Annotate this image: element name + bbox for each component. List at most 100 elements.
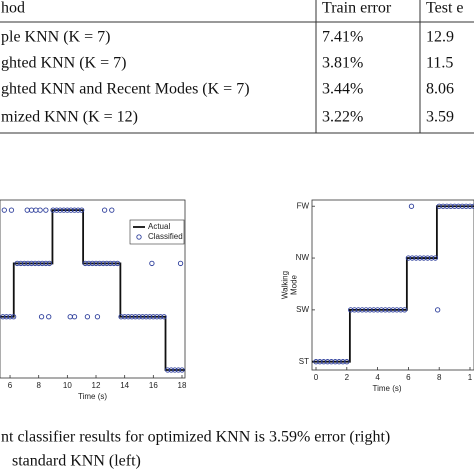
classified-point <box>428 255 435 261</box>
classified-point <box>177 260 184 267</box>
caption-line: nt classifier results for optimized KNN … <box>1 429 390 446</box>
classified-point <box>68 207 74 213</box>
classified-point <box>332 359 338 365</box>
classified-point <box>8 207 15 213</box>
classified-point <box>132 314 139 320</box>
table-cell: 3.59 <box>426 109 454 126</box>
classified-point <box>175 367 182 373</box>
x-tick-label: 8 <box>437 373 442 382</box>
table-cell: 12.9 <box>426 29 454 46</box>
classified-point <box>37 207 43 213</box>
classified-point <box>50 207 56 213</box>
classified-point <box>150 314 156 320</box>
classified-point <box>344 359 350 365</box>
classified-point <box>24 207 30 213</box>
classified-point <box>408 203 415 209</box>
classified-point <box>424 255 431 261</box>
classified-point <box>61 207 67 213</box>
table-cell: 7.41% <box>322 29 363 46</box>
classified-point <box>101 207 108 213</box>
classified-point <box>359 307 365 313</box>
classified-point <box>93 260 99 267</box>
classified-point <box>455 203 462 209</box>
classified-point <box>436 203 442 209</box>
x-tick-label: 1 <box>468 373 473 382</box>
table-cell: ghted KNN (K = 7) <box>1 55 126 72</box>
classified-point <box>157 314 164 320</box>
classified-point <box>100 260 106 267</box>
classified-point <box>432 255 438 261</box>
classified-point <box>46 260 53 267</box>
classified-point <box>53 207 60 213</box>
classified-point <box>82 260 88 267</box>
classified-point <box>179 367 185 373</box>
classified-point <box>86 260 92 267</box>
classified-point <box>401 307 408 313</box>
x-axis-label: Time (s) <box>372 384 401 393</box>
classified-point <box>374 307 381 313</box>
y-tick-label: FW <box>297 201 310 210</box>
classified-point <box>79 207 85 213</box>
classified-point <box>336 359 342 365</box>
classified-point <box>463 203 469 209</box>
caption-line: standard KNN (left) <box>12 453 141 470</box>
classified-point <box>367 307 373 313</box>
classified-point <box>409 255 415 261</box>
classified-point <box>107 260 113 267</box>
classified-point <box>104 260 110 267</box>
table-cell: 11.5 <box>426 55 453 72</box>
x-tick-label: 8 <box>36 381 41 390</box>
table-cell: mized KNN (K = 12) <box>1 109 138 126</box>
classified-point <box>84 314 91 320</box>
x-tick-label: 4 <box>375 373 380 382</box>
classified-point <box>57 207 63 213</box>
x-tick-label: 10 <box>63 381 72 390</box>
y-tick-label: SW <box>296 305 309 314</box>
table-cell: 3.44% <box>322 81 363 98</box>
legend-box <box>129 219 185 245</box>
classified-point <box>355 307 362 313</box>
classified-point <box>413 255 419 261</box>
classified-point <box>313 359 319 365</box>
y-axis-label-line: Walking <box>281 271 290 299</box>
table-cell: ghted KNN and Recent Modes (K = 7) <box>1 81 250 98</box>
classified-point <box>114 260 121 267</box>
classified-point <box>71 207 78 213</box>
classified-point <box>64 207 71 213</box>
classified-point <box>448 203 454 209</box>
classified-point <box>122 314 128 320</box>
classified-point <box>459 203 465 209</box>
table-cell: 3.81% <box>322 55 363 72</box>
classified-point <box>143 314 149 320</box>
classified-point <box>147 314 153 320</box>
classified-point <box>89 260 96 267</box>
classified-point <box>165 367 171 373</box>
x-tick-label: 0 <box>314 373 319 382</box>
classified-point <box>317 359 323 365</box>
classified-point <box>14 260 20 267</box>
table-header-cell: Train error <box>322 0 392 17</box>
table-header-cell: hod <box>1 0 25 17</box>
classified-point <box>28 260 35 267</box>
classified-point <box>467 203 473 209</box>
classified-point <box>351 307 358 313</box>
classified-point <box>67 314 73 320</box>
x-tick-label: 2 <box>345 373 350 382</box>
classified-point <box>38 314 45 320</box>
classified-point <box>161 314 167 320</box>
classified-point <box>33 207 39 213</box>
classified-point <box>32 260 38 267</box>
legend-label: Actual <box>148 222 170 231</box>
classified-point <box>46 314 52 320</box>
classified-point <box>444 203 450 209</box>
x-axis-label: Time (s) <box>78 392 107 401</box>
x-tick-label: 6 <box>8 381 13 390</box>
classified-point <box>94 314 101 320</box>
classified-point <box>328 359 335 365</box>
classified-point <box>7 314 13 320</box>
classified-point <box>378 307 385 313</box>
classified-point <box>168 367 174 373</box>
actual-line <box>0 209 185 371</box>
classified-point <box>417 255 423 261</box>
classified-point <box>390 307 396 313</box>
